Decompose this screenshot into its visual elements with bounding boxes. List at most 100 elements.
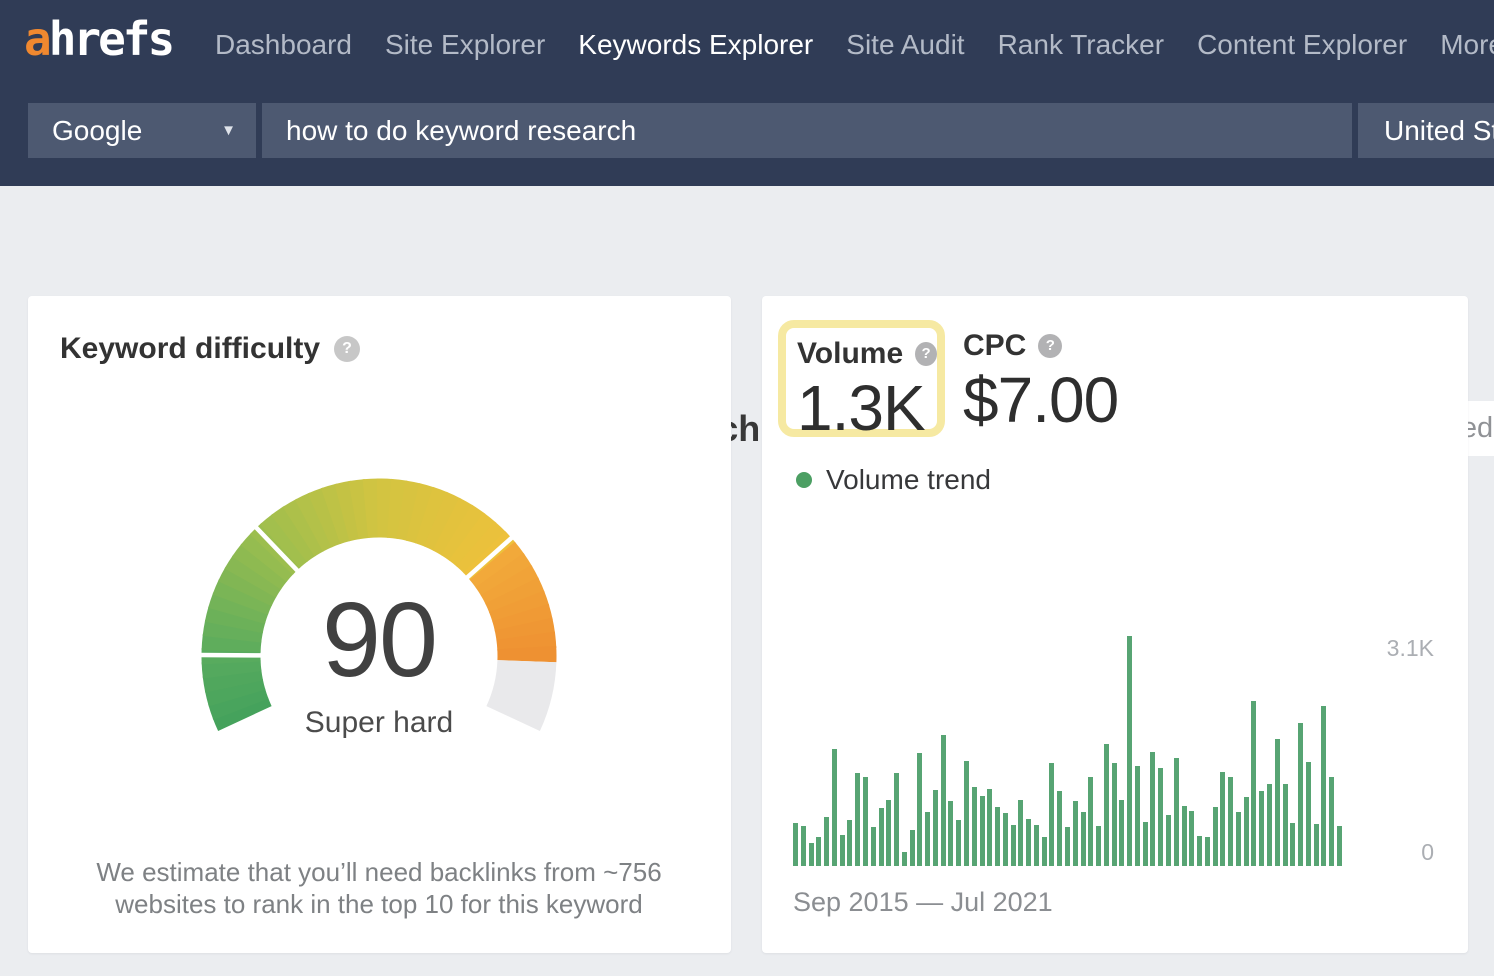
volume-bar	[1002, 813, 1008, 866]
kd-score: 90	[322, 581, 438, 699]
volume-bar	[1064, 827, 1070, 866]
volume-bar	[1336, 825, 1342, 866]
help-icon[interactable]: ?	[334, 336, 361, 362]
help-icon[interactable]: ?	[915, 342, 937, 366]
volume-bar	[878, 807, 884, 866]
kd-score-label: Super hard	[304, 706, 454, 739]
volume-bar	[1197, 835, 1202, 866]
volume-bar	[1134, 765, 1140, 866]
volume-bar	[1080, 811, 1086, 866]
volume-bar	[800, 825, 806, 866]
volume-bar	[917, 752, 923, 866]
volume-bar	[1274, 738, 1280, 866]
volume-trend-label: Volume trend	[826, 464, 991, 495]
cpc-label: CPC	[963, 329, 1027, 362]
volume-bar	[1150, 752, 1156, 866]
volume-label: Volume	[797, 337, 904, 370]
volume-bar	[847, 820, 853, 866]
logo-rest: hrefs	[48, 12, 175, 66]
nav-item-keywords-explorer[interactable]: Keywords Explorer	[578, 29, 814, 60]
chevron-down-icon: ▼	[221, 122, 236, 139]
logo-letter-a: a	[24, 12, 52, 66]
volume-bar	[1251, 700, 1257, 866]
volume-bar	[1290, 823, 1296, 866]
volume-bar	[1267, 784, 1272, 866]
volume-bar	[1088, 777, 1094, 866]
volume-bar	[793, 822, 798, 866]
volume-bar	[1026, 818, 1032, 866]
keyword-search-input[interactable]	[262, 103, 1352, 158]
ahrefs-logo[interactable]: ahrefs	[24, 12, 175, 66]
y-axis-zero-label: 0	[1421, 839, 1434, 865]
volume-bar	[940, 735, 946, 866]
volume-bar	[831, 748, 837, 866]
volume-bar	[824, 816, 830, 866]
volume-bar	[1329, 777, 1335, 866]
volume-bar	[971, 787, 977, 866]
volume-value: 1.3K	[797, 372, 926, 444]
volume-cpc-card: Volume ? 1.3K CPC ? $7.00 Volume trend 3…	[762, 296, 1468, 953]
keyword-difficulty-card: Keyword difficulty ? 90 Super hard We es…	[28, 296, 731, 953]
volume-bar	[901, 851, 907, 866]
volume-bar	[1235, 812, 1241, 866]
volume-bar	[1243, 797, 1249, 866]
volume-bar	[1158, 768, 1164, 866]
volume-bar	[1212, 806, 1218, 866]
nav-item-dashboard[interactable]: Dashboard	[215, 29, 352, 60]
volume-bar	[1103, 744, 1109, 866]
y-axis-max-label: 3.1K	[1386, 635, 1434, 661]
volume-bar	[862, 777, 868, 866]
nav-item-rank-tracker[interactable]: Rank Tracker	[997, 29, 1165, 60]
top-header: ahrefs Dashboard Site Explorer Keywords …	[0, 0, 1494, 186]
volume-bar	[855, 772, 861, 866]
volume-bar	[1096, 825, 1101, 866]
volume-bar	[1166, 815, 1171, 866]
cpc-value: $7.00	[963, 364, 1119, 436]
volume-bar	[816, 836, 822, 866]
volume-bar	[987, 788, 993, 866]
volume-bar	[1127, 636, 1133, 866]
country-select[interactable]: United States	[1358, 103, 1494, 158]
help-icon[interactable]: ?	[1038, 334, 1063, 358]
volume-bar	[1049, 763, 1055, 866]
volume-bar	[1259, 791, 1265, 866]
volume-bar	[1111, 762, 1117, 866]
nav-item-content-explorer[interactable]: Content Explorer	[1197, 29, 1408, 60]
volume-bar	[1321, 706, 1327, 866]
volume-bar	[1041, 836, 1047, 866]
legend-dot-icon	[796, 472, 812, 488]
volume-bar	[870, 827, 876, 866]
volume-bar	[979, 795, 985, 866]
volume-bar	[1010, 824, 1016, 866]
volume-trend-bar-chart	[793, 636, 1345, 866]
volume-bar	[1305, 762, 1311, 866]
volume-bar	[839, 834, 845, 866]
search-row: Google ▼ United States	[0, 103, 1494, 158]
volume-bar	[1018, 800, 1024, 866]
volume-bar	[808, 843, 814, 866]
volume-bar	[1189, 810, 1195, 866]
main-nav: Dashboard Site Explorer Keywords Explore…	[215, 0, 1494, 90]
volume-bar	[1072, 801, 1078, 866]
volume-bar	[1181, 805, 1187, 866]
date-range-label: Sep 2015 — Jul 2021	[793, 887, 1053, 917]
volume-bar	[932, 790, 938, 866]
search-engine-select[interactable]: Google ▼	[28, 103, 256, 158]
volume-bar	[925, 811, 931, 866]
volume-bar	[909, 830, 915, 866]
country-value: United States	[1384, 114, 1494, 146]
volume-bar	[948, 801, 954, 866]
nav-item-site-explorer[interactable]: Site Explorer	[384, 29, 546, 60]
volume-bar	[995, 806, 1000, 866]
volume-bar	[963, 761, 969, 866]
volume-bar	[1228, 777, 1234, 866]
kd-backlinks-note: We estimate that you’ll need backlinks f…	[96, 857, 662, 919]
page-header: Overview: how to do keyword research ? H…	[0, 186, 1494, 456]
volume-bar	[1204, 836, 1210, 866]
volume-bar	[1173, 758, 1179, 866]
search-engine-value: Google	[52, 114, 143, 146]
volume-bar	[886, 800, 892, 866]
nav-item-site-audit[interactable]: Site Audit	[846, 29, 965, 60]
nav-item-more[interactable]: More	[1440, 29, 1494, 60]
volume-bar	[1057, 791, 1063, 866]
